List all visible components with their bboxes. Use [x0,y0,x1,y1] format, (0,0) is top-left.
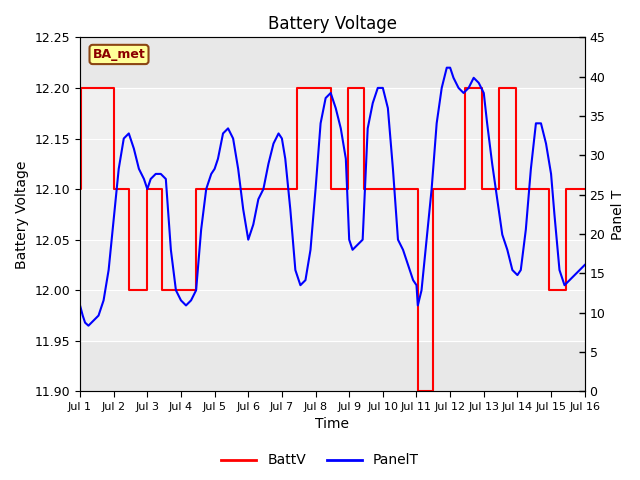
BattV [429,186,437,192]
BattV [310,85,317,91]
PanelT [483,120,491,126]
PanelT [527,166,534,172]
PanelT [317,120,324,126]
Y-axis label: Battery Voltage: Battery Voltage [15,160,29,269]
BattV [77,186,85,192]
Bar [80,88,585,341]
Line: BattV: BattV [80,88,585,391]
BattV [414,186,422,192]
PanelT [581,262,589,268]
BattV [76,186,84,192]
Text: BA_met: BA_met [93,48,145,61]
BattV [581,186,589,192]
PanelT [84,323,92,328]
PanelT [517,267,525,273]
Legend: BattV, PanelT: BattV, PanelT [216,448,424,473]
Title: Battery Voltage: Battery Voltage [268,15,397,33]
BattV [77,85,85,91]
PanelT [157,171,164,177]
BattV [414,388,422,394]
BattV [478,186,486,192]
X-axis label: Time: Time [316,418,349,432]
Y-axis label: Panel T: Panel T [611,189,625,240]
PanelT [76,302,84,308]
PanelT [443,65,451,71]
BattV [394,186,402,192]
Line: PanelT: PanelT [80,68,585,325]
PanelT [130,146,138,152]
